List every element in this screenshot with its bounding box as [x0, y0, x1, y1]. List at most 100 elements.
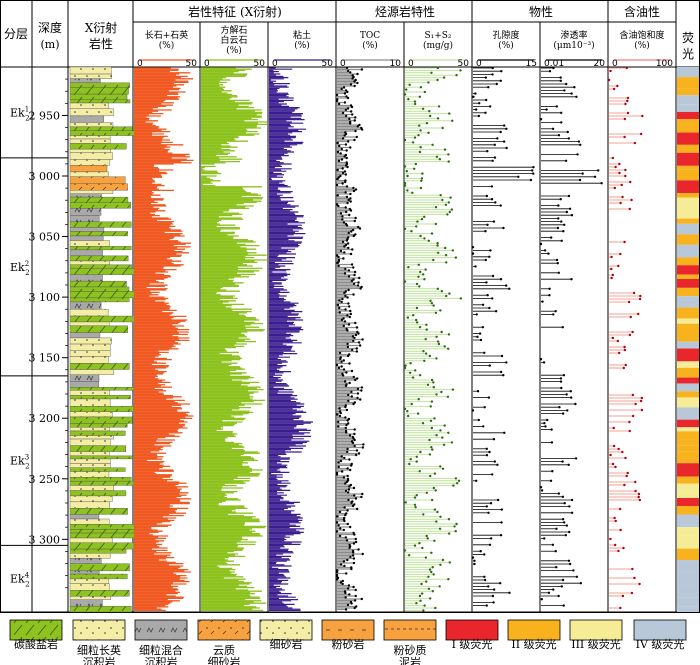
lithology-bed	[69, 508, 128, 515]
legend-swatch	[383, 619, 437, 641]
curve-point	[614, 165, 617, 169]
lithology-bed	[69, 578, 110, 584]
curve-point	[485, 281, 488, 284]
curve-point	[418, 470, 421, 473]
legend-label: 粉砂质	[394, 644, 427, 657]
track-max-carbonate: 50	[254, 59, 266, 69]
curve-point	[355, 347, 358, 350]
curve-point	[347, 498, 350, 502]
fluorescence-bed	[677, 383, 699, 392]
curve-point	[630, 198, 633, 202]
curve-point	[350, 279, 354, 283]
track-title-felsic: (%)	[159, 40, 175, 51]
curve-point	[356, 81, 359, 85]
curve-point	[336, 168, 339, 172]
curve-point	[340, 455, 343, 458]
curve-point	[450, 441, 454, 444]
lithology-bed	[69, 558, 102, 564]
curve-point	[344, 384, 348, 388]
curve-point	[576, 153, 579, 156]
curve-point	[350, 390, 353, 394]
curve-point	[560, 220, 563, 223]
curve-point	[628, 420, 631, 424]
curve-point	[422, 513, 425, 516]
curve-point	[352, 551, 355, 554]
curve-point	[454, 477, 458, 480]
curve-point	[613, 516, 616, 520]
fluorescence-bed	[677, 419, 699, 428]
curve-point	[612, 444, 616, 448]
curve-point	[343, 456, 346, 460]
curve-point	[434, 311, 438, 314]
curve-point	[340, 318, 344, 322]
lithology-bed	[69, 438, 111, 446]
curve-point	[403, 280, 407, 283]
curve-point	[339, 411, 342, 415]
lithology-bed	[69, 286, 130, 292]
curve-point	[505, 127, 508, 130]
legend-label: 细粒长英	[77, 643, 121, 657]
curve-point	[408, 554, 411, 557]
lithology-bed	[69, 148, 111, 153]
fluorescence-bed	[677, 218, 699, 224]
curve-point	[338, 306, 341, 310]
curve-point	[413, 503, 417, 506]
curve-point	[405, 88, 408, 91]
lithology-bed	[69, 411, 113, 418]
curve-point	[337, 204, 340, 208]
curve-point	[353, 138, 356, 142]
curve-point	[349, 252, 353, 256]
curve-point	[572, 569, 575, 572]
curve-point	[351, 335, 355, 338]
curve-point	[344, 191, 347, 194]
curve-point	[445, 294, 448, 298]
legend-label: 沉积岩	[145, 655, 178, 665]
curve-point	[349, 200, 352, 203]
curve-point	[359, 398, 362, 401]
curve-point	[340, 365, 343, 368]
curve-point	[352, 282, 356, 286]
curve-point	[617, 549, 620, 553]
curve-point	[638, 498, 642, 502]
curve-point	[476, 335, 479, 338]
curve-point	[338, 351, 342, 355]
curve-point	[623, 117, 627, 121]
curve-point	[438, 585, 441, 588]
curve-point	[353, 438, 356, 442]
curve-point	[612, 87, 616, 91]
curve-point	[550, 441, 554, 444]
curve-point	[341, 579, 345, 583]
curve-point	[471, 252, 475, 255]
curve-point	[406, 410, 409, 413]
curve-point	[346, 450, 349, 454]
curve-point	[346, 509, 349, 512]
curve-point	[618, 507, 622, 511]
fluorescence-bed	[677, 323, 699, 331]
curve-point	[428, 438, 431, 442]
curve-point	[335, 473, 339, 476]
lithology-bed	[69, 343, 111, 351]
curve-point	[551, 127, 555, 130]
curve-point	[505, 361, 508, 364]
lithology-bed	[69, 553, 111, 559]
lithology-bed	[69, 138, 111, 144]
curve-point	[347, 269, 351, 272]
curve-point	[432, 258, 435, 262]
curve-point	[356, 72, 359, 76]
curve-point	[451, 119, 454, 123]
curve-point	[337, 420, 340, 424]
curve-point	[340, 470, 344, 473]
lithology-bed	[69, 102, 110, 109]
curve-point	[360, 495, 363, 499]
curve-point	[439, 465, 442, 468]
curve-point	[504, 284, 508, 287]
fluorescence-bed	[677, 257, 699, 266]
curve-point	[492, 588, 496, 591]
curve-point	[447, 431, 450, 434]
lithology-bed	[69, 301, 102, 310]
curve-point	[337, 425, 340, 428]
lithology-bed	[69, 240, 110, 247]
curve-point	[420, 218, 424, 221]
curve-point	[347, 231, 350, 235]
curve-point	[499, 370, 503, 374]
